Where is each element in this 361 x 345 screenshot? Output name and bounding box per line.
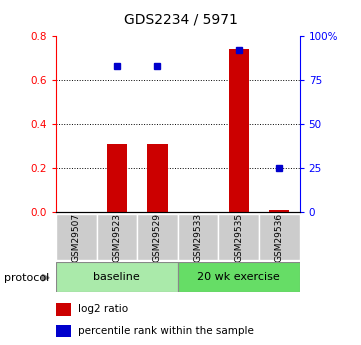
Text: GSM29507: GSM29507 — [72, 213, 81, 262]
Bar — [56, 214, 97, 260]
Bar — [56, 262, 178, 292]
Bar — [269, 210, 290, 212]
Text: GSM29533: GSM29533 — [193, 213, 203, 262]
Text: GDS2234 / 5971: GDS2234 / 5971 — [123, 12, 238, 26]
Text: GSM29536: GSM29536 — [275, 213, 284, 262]
Bar — [56, 325, 71, 337]
Text: protocol: protocol — [4, 273, 49, 283]
Bar — [178, 262, 300, 292]
Bar — [259, 214, 300, 260]
Text: 20 wk exercise: 20 wk exercise — [197, 272, 280, 282]
Bar — [107, 144, 127, 212]
Text: GSM29529: GSM29529 — [153, 213, 162, 262]
Bar — [178, 214, 218, 260]
Bar — [147, 144, 168, 212]
Text: baseline: baseline — [93, 272, 140, 282]
Bar — [137, 214, 178, 260]
Text: percentile rank within the sample: percentile rank within the sample — [78, 326, 254, 336]
Text: GSM29535: GSM29535 — [234, 213, 243, 262]
Text: GSM29523: GSM29523 — [112, 213, 121, 262]
Bar — [97, 214, 137, 260]
Bar — [218, 214, 259, 260]
Bar — [229, 49, 249, 212]
Bar — [56, 303, 71, 316]
Text: log2 ratio: log2 ratio — [78, 304, 128, 314]
